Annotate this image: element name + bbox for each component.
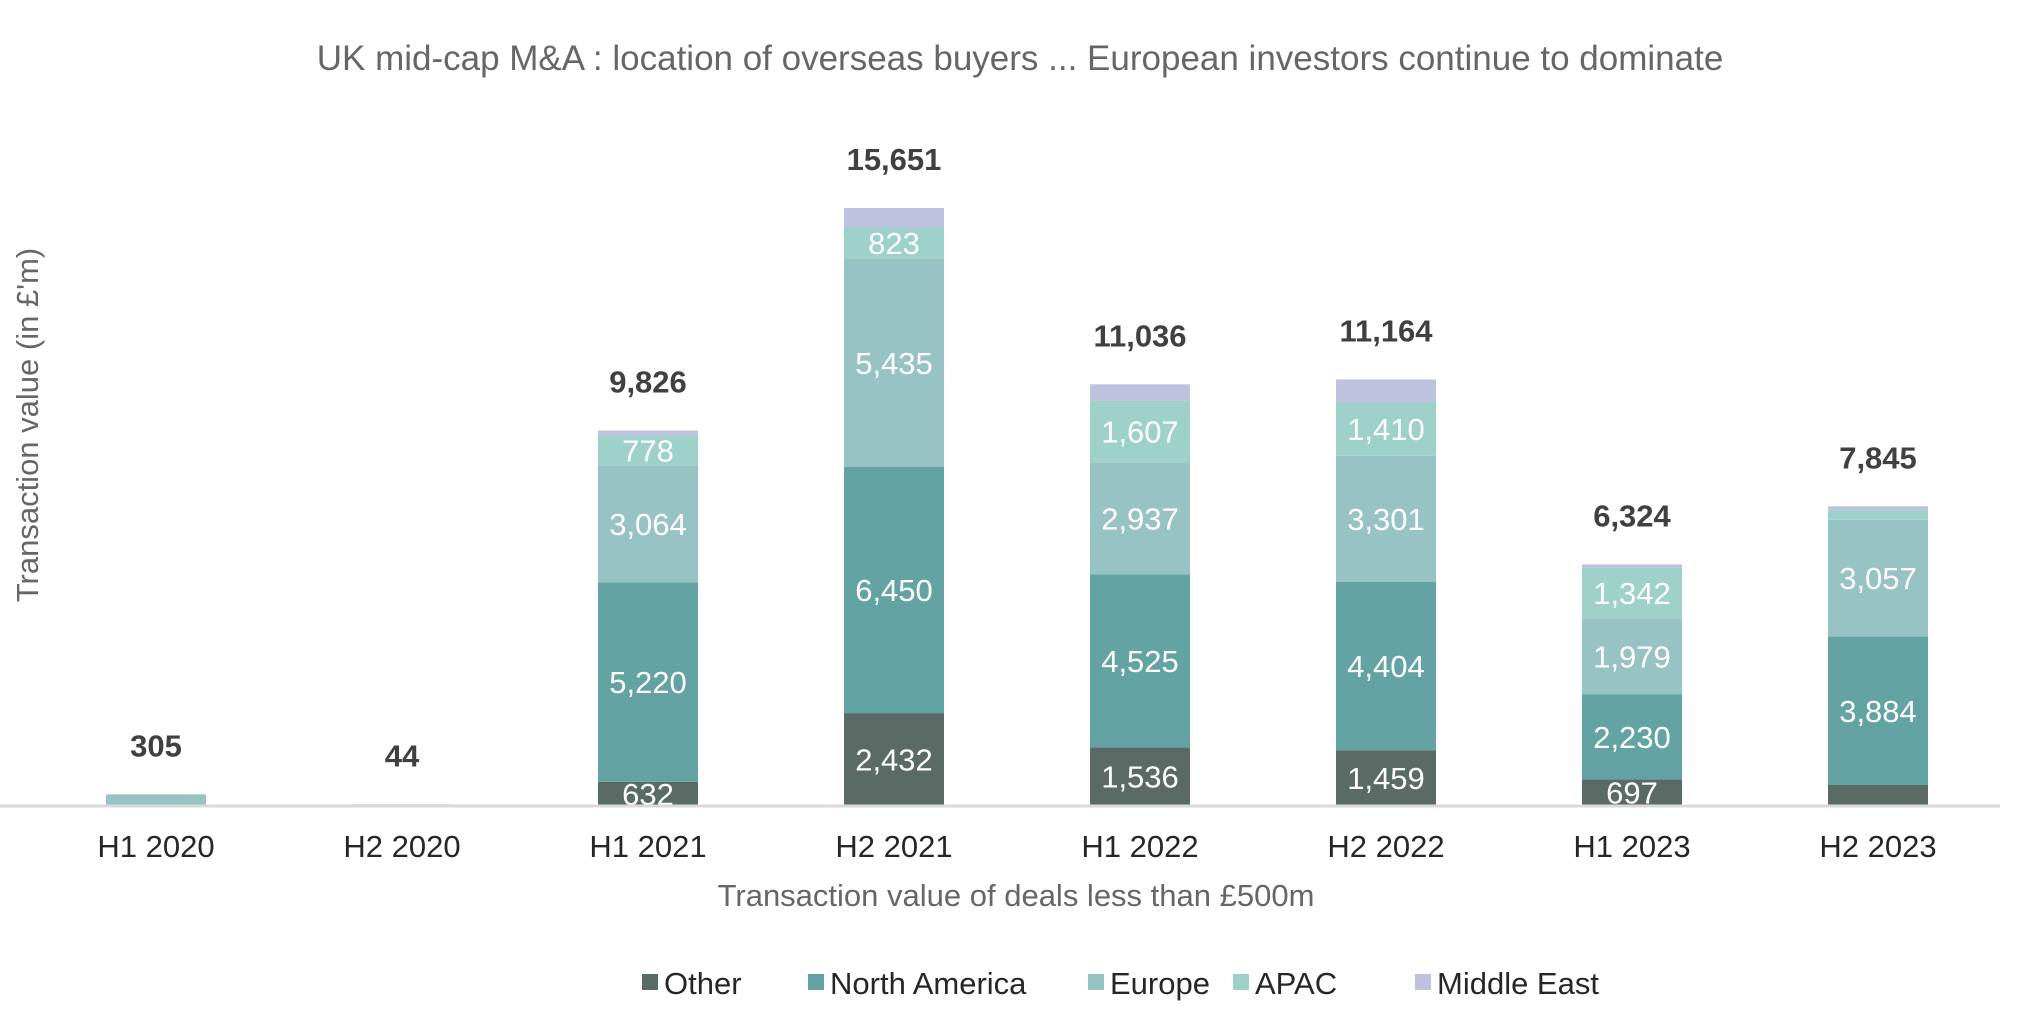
total-label-h1-2023: 6,324 <box>1593 498 1671 533</box>
bar-apac-h2-2021 <box>844 227 944 259</box>
total-labels-group: 305 44 9,826 15,651 11,036 11,164 6,324 7,845 <box>130 142 1917 773</box>
data-label-other-h1-2022: 1,536 <box>1101 760 1179 795</box>
bar-other-h2-2021 <box>844 713 944 806</box>
legend-label-middle-east: Middle East <box>1437 966 1599 1001</box>
x-tick-h2-2023: H2 2023 <box>1819 829 1936 864</box>
x-tick-h2-2020: H2 2020 <box>343 829 460 864</box>
bar-middle-east-h2-2022 <box>1336 379 1436 402</box>
x-tick-h1-2020: H1 2020 <box>97 829 214 864</box>
bar-apac-h2-2023 <box>1828 510 1928 520</box>
x-tick-h1-2022: H1 2022 <box>1081 829 1198 864</box>
bar-apac-h1-2022 <box>1090 400 1190 463</box>
legend: Other North America Europe APAC Middle East <box>642 966 1599 1001</box>
bar-other-h1-2022 <box>1090 747 1190 806</box>
data-label-europe-h2-2022: 3,301 <box>1347 502 1425 537</box>
chart-title: UK mid-cap M&A : location of overseas bu… <box>317 39 1724 78</box>
legend-label-europe: Europe <box>1110 966 1210 1001</box>
bar-north-america-h1-2021 <box>598 582 698 782</box>
bars-group <box>106 208 1928 806</box>
data-label-north-america-h2-2022: 4,404 <box>1347 649 1425 684</box>
legend-label-apac: APAC <box>1255 966 1337 1001</box>
total-label-h1-2021: 9,826 <box>609 365 687 400</box>
bar-middle-east-h2-2023 <box>1828 506 1928 511</box>
data-label-north-america-h1-2022: 4,525 <box>1101 644 1179 679</box>
bar-north-america-h2-2023 <box>1828 636 1928 785</box>
bar-europe-h1-2022 <box>1090 462 1190 575</box>
data-label-europe-h2-2023: 3,057 <box>1839 561 1917 596</box>
bar-europe-h2-2021 <box>844 258 944 467</box>
bar-apac-h2-2022 <box>1336 401 1436 456</box>
data-label-apac-h1-2021: 778 <box>622 433 674 468</box>
legend-swatch-europe <box>1088 974 1104 990</box>
total-label-h1-2020: 305 <box>130 728 182 763</box>
data-label-apac-h1-2023: 1,342 <box>1593 576 1671 611</box>
x-tick-h2-2021: H2 2021 <box>835 829 952 864</box>
bar-middle-east-h1-2022 <box>1090 384 1190 401</box>
legend-swatch-apac <box>1233 974 1249 990</box>
bar-middle-east-h1-2023 <box>1582 564 1682 568</box>
data-label-other-h2-2021: 2,432 <box>855 743 933 778</box>
bar-north-america-h1-2023 <box>1582 694 1682 780</box>
bar-north-america-h2-2021 <box>844 466 944 714</box>
data-label-north-america-h1-2023: 2,230 <box>1593 720 1671 755</box>
data-label-north-america-h2-2023: 3,884 <box>1839 694 1917 729</box>
y-axis-title: Transaction value (in £'m) <box>10 248 45 603</box>
data-label-other-h2-2022: 1,459 <box>1347 761 1425 796</box>
x-axis-title: Transaction value of deals less than £50… <box>718 878 1315 913</box>
total-label-h1-2022: 11,036 <box>1093 318 1186 353</box>
data-label-north-america-h2-2021: 6,450 <box>855 573 933 608</box>
bar-europe-h1-2020 <box>106 794 206 806</box>
bar-other-h2-2023 <box>1828 784 1928 806</box>
bar-north-america-h2-2022 <box>1336 581 1436 751</box>
legend-swatch-north-america <box>808 974 824 990</box>
data-label-apac-h2-2021: 823 <box>868 226 920 261</box>
bar-other-h1-2021 <box>598 781 698 806</box>
total-label-h2-2020: 44 <box>385 738 420 773</box>
legend-label-other: Other <box>664 966 742 1001</box>
data-label-europe-h2-2021: 5,435 <box>855 346 933 381</box>
bar-other-h2-2022 <box>1336 750 1436 806</box>
total-label-h2-2022: 11,164 <box>1339 313 1433 348</box>
bar-apac-h1-2021 <box>598 435 698 466</box>
segment-labels-group: 6325,2203,0647782,4326,4505,4358231,5364… <box>609 226 1917 812</box>
bar-middle-east-h2-2021 <box>844 208 944 228</box>
data-label-europe-h1-2021: 3,064 <box>609 507 687 542</box>
data-label-north-america-h1-2021: 5,220 <box>609 665 687 700</box>
data-label-apac-h2-2022: 1,410 <box>1347 412 1425 447</box>
legend-label-north-america: North America <box>830 966 1027 1001</box>
bar-other-h1-2023 <box>1582 779 1682 806</box>
total-label-h2-2021: 15,651 <box>847 142 942 177</box>
bar-europe-h2-2022 <box>1336 455 1436 582</box>
bar-europe-h1-2021 <box>598 465 698 583</box>
bar-europe-h1-2023 <box>1582 618 1682 695</box>
bar-north-america-h1-2022 <box>1090 574 1190 748</box>
x-tick-labels: H1 2020 H2 2020 H1 2021 H2 2021 H1 2022 H2 20… <box>97 829 1936 864</box>
legend-swatch-other <box>642 974 658 990</box>
total-label-h2-2023: 7,845 <box>1839 440 1917 475</box>
x-tick-h1-2021: H1 2021 <box>589 829 706 864</box>
data-label-europe-h1-2022: 2,937 <box>1101 501 1179 536</box>
data-label-europe-h1-2023: 1,979 <box>1593 639 1671 674</box>
bar-europe-h2-2023 <box>1828 519 1928 637</box>
x-tick-h1-2023: H1 2023 <box>1573 829 1690 864</box>
legend-swatch-middle-east <box>1415 974 1431 990</box>
x-tick-h2-2022: H2 2022 <box>1327 829 1444 864</box>
bar-middle-east-h1-2021 <box>598 430 698 436</box>
data-label-apac-h1-2022: 1,607 <box>1101 415 1179 450</box>
bar-apac-h1-2023 <box>1582 567 1682 619</box>
